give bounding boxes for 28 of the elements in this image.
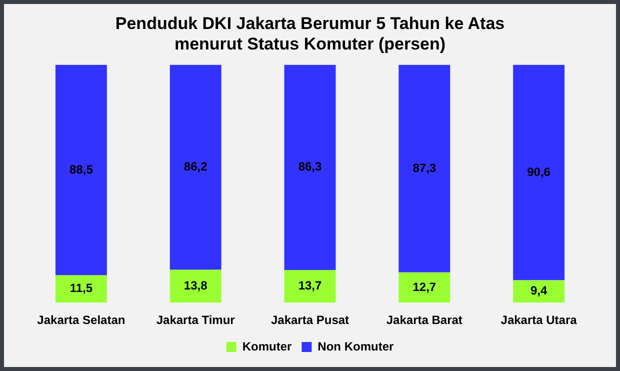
bar <box>55 275 107 303</box>
data-label: 13,7 <box>298 278 322 293</box>
legend-label: Komuter <box>242 339 292 354</box>
bar <box>513 280 565 303</box>
data-label: 86,3 <box>298 160 322 174</box>
bar <box>55 64 107 276</box>
data-label: 90,6 <box>527 164 551 179</box>
data-label: 11,5 <box>70 281 93 296</box>
data-label: 13,8 <box>184 278 208 293</box>
data-label: 88,5 <box>70 162 94 176</box>
bar <box>513 64 565 280</box>
bar <box>284 270 336 303</box>
x-tick-label: Jakarta Barat <box>386 313 462 328</box>
x-tick-label: Jakarta Utara <box>500 313 578 328</box>
bar <box>284 64 336 270</box>
data-label: 87,3 <box>412 160 436 175</box>
legend-label: Non Komuter <box>318 339 394 354</box>
data-label: 12,7 <box>412 280 436 294</box>
chart-title: Penduduk DKI Jakarta Berumur 5 Tahun ke Atas menurut Status Komuter (persen) <box>115 14 505 54</box>
bar <box>170 270 222 303</box>
data-label: 9,4 <box>530 284 548 298</box>
x-tick-label: Jakarta Selatan <box>37 313 126 328</box>
x-tick-label: Jakarta Timur <box>156 313 236 328</box>
bar <box>398 272 450 303</box>
bar <box>170 64 222 270</box>
x-tick-label: Jakarta Pusat <box>270 313 350 328</box>
data-label: 86,2 <box>184 160 208 174</box>
bar <box>398 64 450 272</box>
